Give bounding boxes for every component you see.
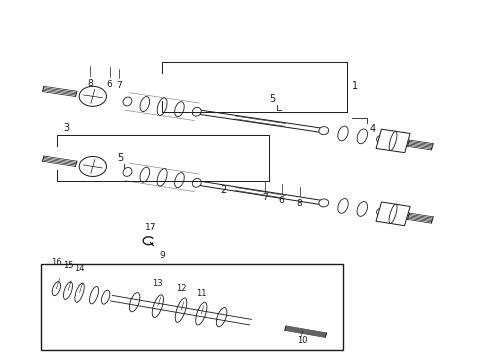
Ellipse shape xyxy=(192,179,201,187)
Ellipse shape xyxy=(75,283,84,302)
Ellipse shape xyxy=(129,293,140,312)
Text: 16: 16 xyxy=(51,258,62,267)
Ellipse shape xyxy=(192,107,201,116)
Text: 3: 3 xyxy=(64,123,70,133)
Ellipse shape xyxy=(152,295,164,318)
Ellipse shape xyxy=(123,167,132,176)
Ellipse shape xyxy=(319,199,329,207)
Ellipse shape xyxy=(140,96,149,112)
Ellipse shape xyxy=(338,126,348,141)
Bar xyxy=(376,202,410,226)
Ellipse shape xyxy=(123,97,132,106)
Text: 17: 17 xyxy=(145,223,157,232)
Text: 5: 5 xyxy=(269,94,275,104)
Text: 1: 1 xyxy=(352,81,358,91)
Ellipse shape xyxy=(338,199,348,213)
Bar xyxy=(376,129,410,153)
Ellipse shape xyxy=(52,282,61,296)
Ellipse shape xyxy=(79,157,106,176)
Ellipse shape xyxy=(79,86,106,106)
Text: 14: 14 xyxy=(74,264,85,273)
Text: 15: 15 xyxy=(63,261,73,270)
Ellipse shape xyxy=(63,282,73,300)
Ellipse shape xyxy=(140,167,149,182)
Text: 10: 10 xyxy=(297,337,308,346)
Bar xyxy=(41,264,343,350)
Text: 6: 6 xyxy=(279,196,284,205)
Ellipse shape xyxy=(357,202,368,216)
Text: 2: 2 xyxy=(220,185,226,195)
Text: 7: 7 xyxy=(117,81,122,90)
Ellipse shape xyxy=(389,131,397,150)
Text: 6: 6 xyxy=(107,80,112,89)
Text: 8: 8 xyxy=(87,79,93,88)
Text: 12: 12 xyxy=(176,284,186,293)
Text: 13: 13 xyxy=(152,279,163,288)
Text: 9: 9 xyxy=(159,251,165,260)
Text: 8: 8 xyxy=(296,199,302,208)
Text: 7: 7 xyxy=(263,193,269,202)
Ellipse shape xyxy=(377,208,387,216)
Ellipse shape xyxy=(174,102,184,117)
Ellipse shape xyxy=(101,290,110,304)
Ellipse shape xyxy=(175,298,187,322)
Ellipse shape xyxy=(217,307,227,327)
Ellipse shape xyxy=(319,127,329,135)
Text: 5: 5 xyxy=(117,153,123,163)
Text: 11: 11 xyxy=(196,289,207,298)
Ellipse shape xyxy=(389,204,397,224)
Ellipse shape xyxy=(157,98,167,116)
Ellipse shape xyxy=(196,302,207,325)
Ellipse shape xyxy=(357,129,368,144)
Ellipse shape xyxy=(157,168,167,186)
Ellipse shape xyxy=(174,173,184,188)
Ellipse shape xyxy=(90,287,98,304)
Ellipse shape xyxy=(377,135,387,143)
Text: 4: 4 xyxy=(369,124,375,134)
